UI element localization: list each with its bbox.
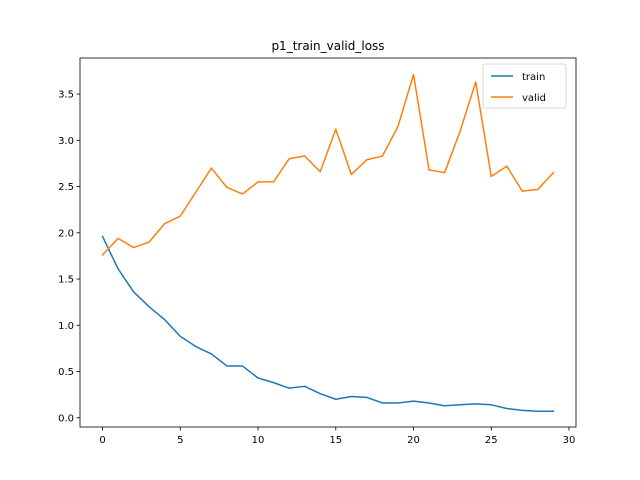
x-tick-label: 25: [485, 435, 498, 446]
y-tick-label: 2.5: [58, 182, 74, 193]
x-axis: 0 5 10 15 20 25 30: [99, 427, 575, 446]
plot-area: [101, 73, 555, 413]
y-tick-label: 1.5: [58, 275, 74, 286]
x-tick-label: 20: [407, 435, 420, 446]
y-tick-label: 0.0: [58, 413, 74, 424]
y-tick-label: 1.0: [58, 321, 74, 332]
x-tick-label: 0: [99, 435, 105, 446]
y-tick-label: 2.0: [58, 228, 74, 239]
y-tick-label: 0.5: [58, 367, 74, 378]
y-tick-label: 3.0: [58, 136, 74, 147]
legend-label-valid: valid: [522, 93, 546, 104]
x-tick-label: 5: [177, 435, 183, 446]
x-tick-label: 15: [329, 435, 342, 446]
series-line-train: [101, 235, 555, 413]
y-tick-label: 3.5: [58, 90, 74, 101]
legend-label-train: train: [522, 72, 545, 83]
x-tick-label: 30: [563, 435, 576, 446]
series-line-valid: [101, 73, 555, 257]
x-tick-label: 10: [252, 435, 265, 446]
axes-frame: [79, 57, 577, 428]
y-axis: 0.0 0.5 1.0 1.5 2.0 2.5 3.0 3.5: [58, 90, 80, 424]
chart-title: p1_train_valid_loss: [271, 39, 384, 53]
legend: train valid: [482, 63, 567, 109]
